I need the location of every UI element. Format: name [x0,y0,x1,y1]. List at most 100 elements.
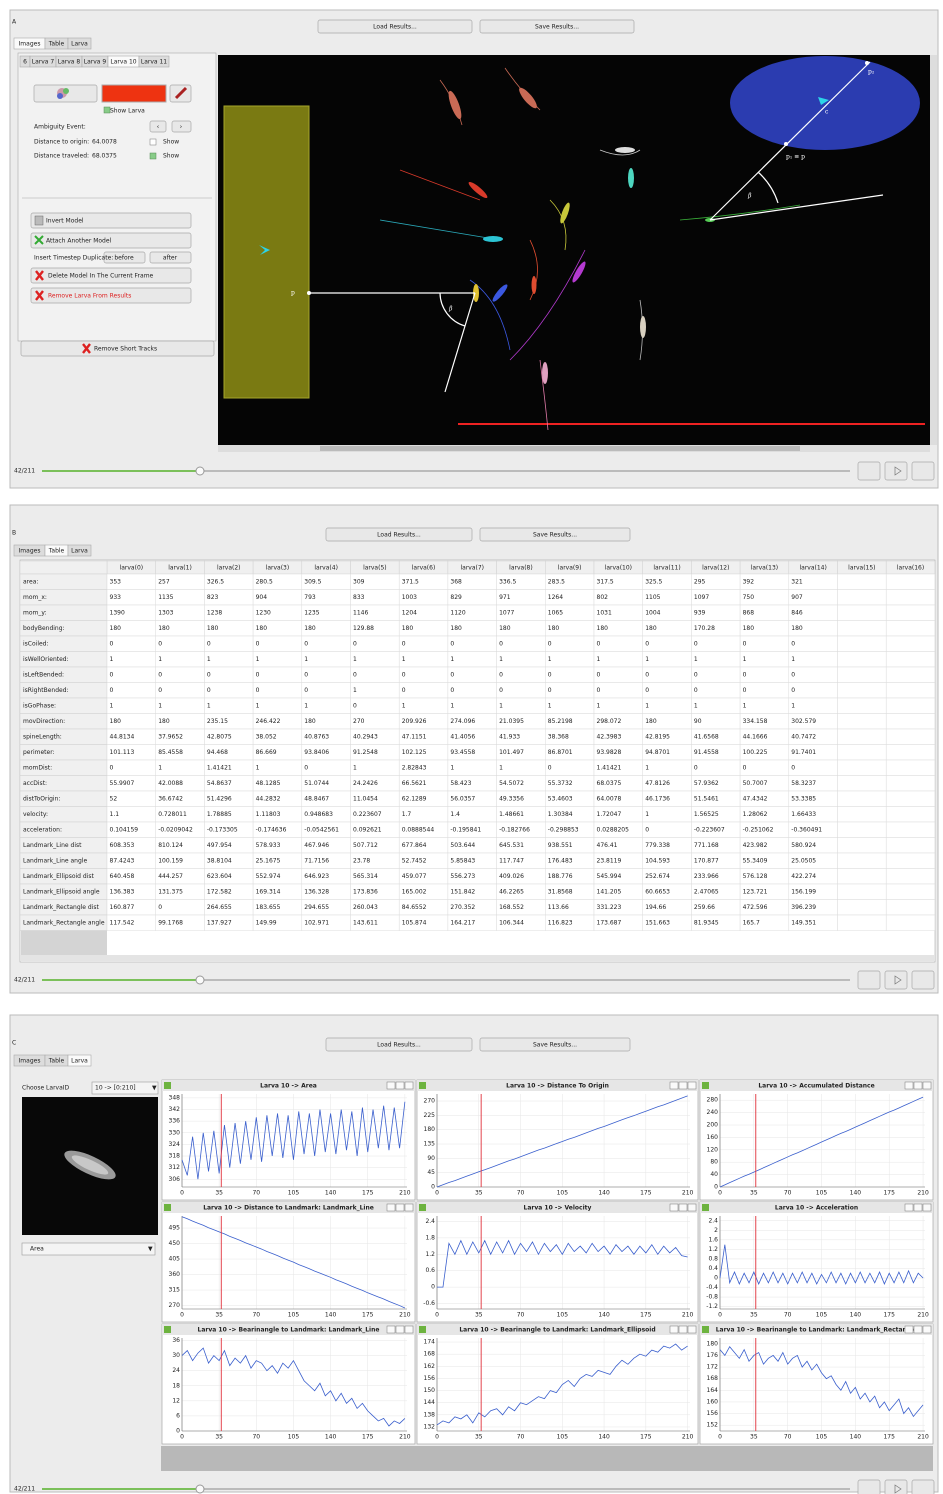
cell [253,683,302,699]
cell-text: 1 [597,702,601,709]
window-button[interactable] [905,1326,913,1333]
window-button[interactable] [679,1082,687,1089]
media-button[interactable] [858,462,880,480]
window-button[interactable] [914,1204,922,1211]
row-label: perimeter: [23,749,55,756]
window-button[interactable] [688,1204,696,1211]
cell-text: 0 [743,671,747,678]
cell-text: 1 [353,656,357,663]
slider-knob[interactable] [196,976,204,984]
cell-text: 71.7156 [304,857,329,864]
window-button[interactable] [387,1082,395,1089]
window-button[interactable] [905,1082,913,1089]
cell [740,667,789,683]
media-button[interactable] [912,462,934,480]
window-button[interactable] [670,1082,678,1089]
cell [643,698,692,714]
cell-text: 113.66 [548,904,569,911]
cell-text: 136.383 [110,888,135,895]
frame-counter: 42/211 [14,977,35,984]
window-button[interactable] [688,1082,696,1089]
cell [838,683,887,699]
window-button[interactable] [405,1082,413,1089]
x-tick-label: 210 [399,1190,411,1197]
window-button[interactable] [679,1204,687,1211]
cell-text: 1 [353,687,357,694]
y-tick-label: 0.8 [708,1255,718,1262]
cell-text: 180 [256,625,268,632]
x-tick-label: 0 [718,1190,722,1197]
cell-text: 846 [791,609,803,616]
cell-text: 94.8701 [645,749,670,756]
window-button[interactable] [405,1204,413,1211]
tab-label: Larva 8 [58,59,81,66]
cell [886,590,935,606]
cell-text: 169.314 [256,888,281,895]
cell [740,698,789,714]
window-button[interactable] [679,1326,687,1333]
y-tick-label: 2.4 [425,1218,435,1225]
y-tick-label: 160 [707,1398,719,1405]
button-label: Save Results... [535,24,579,31]
x-tick-label: 140 [598,1434,610,1441]
cell-text: 180 [110,625,122,632]
row-label: acceleration: [23,826,62,833]
cell-text: 1 [791,702,795,709]
window-button[interactable] [396,1082,404,1089]
window-button[interactable] [923,1326,931,1333]
media-button[interactable] [858,1480,880,1494]
checkbox[interactable] [150,139,156,145]
panel-label: B [12,530,16,537]
window-button[interactable] [396,1326,404,1333]
media-button[interactable] [858,971,880,989]
window-button[interactable] [387,1204,395,1211]
cell-text: 1 [402,656,406,663]
plot-icon [164,1082,171,1089]
window-button[interactable] [396,1204,404,1211]
window-button[interactable] [905,1204,913,1211]
cell-text: 53.4603 [548,795,573,802]
window-button[interactable] [914,1326,922,1333]
cell-text: 170.28 [694,625,715,632]
media-button[interactable] [912,971,934,989]
window-button[interactable] [405,1326,413,1333]
checkbox[interactable] [150,153,156,159]
cell-text: 1077 [499,609,514,616]
cell-text: 0 [791,640,795,647]
y-tick-label: 168 [424,1351,436,1358]
slider-knob[interactable] [196,1485,204,1493]
slider-knob[interactable] [196,467,204,475]
window-button[interactable] [688,1326,696,1333]
cell-text: 317.5 [597,578,614,585]
media-button[interactable] [885,1480,907,1494]
window-button[interactable] [914,1082,922,1089]
window-button[interactable] [670,1326,678,1333]
media-button[interactable] [912,1480,934,1494]
window-button[interactable] [387,1326,395,1333]
cell-text: 91.2548 [353,749,378,756]
y-tick-label: -0.6 [423,1300,435,1307]
panel-label: C [12,1040,16,1047]
color-swatch[interactable] [102,85,166,102]
y-tick-label: 342 [169,1106,181,1113]
cell-text: 102.971 [304,919,329,926]
media-button[interactable] [885,971,907,989]
x-tick-label: 105 [816,1190,828,1197]
media-button[interactable] [885,462,907,480]
cell [886,853,935,869]
cell-text: 1.66433 [791,811,816,818]
y-tick-label: 0.6 [425,1267,435,1274]
cell-text: 0 [597,640,601,647]
cell-text: 91.4558 [694,749,719,756]
cell-text: 823 [207,594,219,601]
cell-text: 156.199 [791,888,816,895]
y-tick-label: 1.2 [425,1251,435,1258]
cell-text: -0.174636 [256,826,287,833]
window-button[interactable] [923,1082,931,1089]
window-button[interactable] [923,1204,931,1211]
cell [253,636,302,652]
window-button[interactable] [670,1204,678,1211]
cell [838,822,887,838]
cell-text: 56.0357 [450,795,475,802]
cell [838,791,887,807]
